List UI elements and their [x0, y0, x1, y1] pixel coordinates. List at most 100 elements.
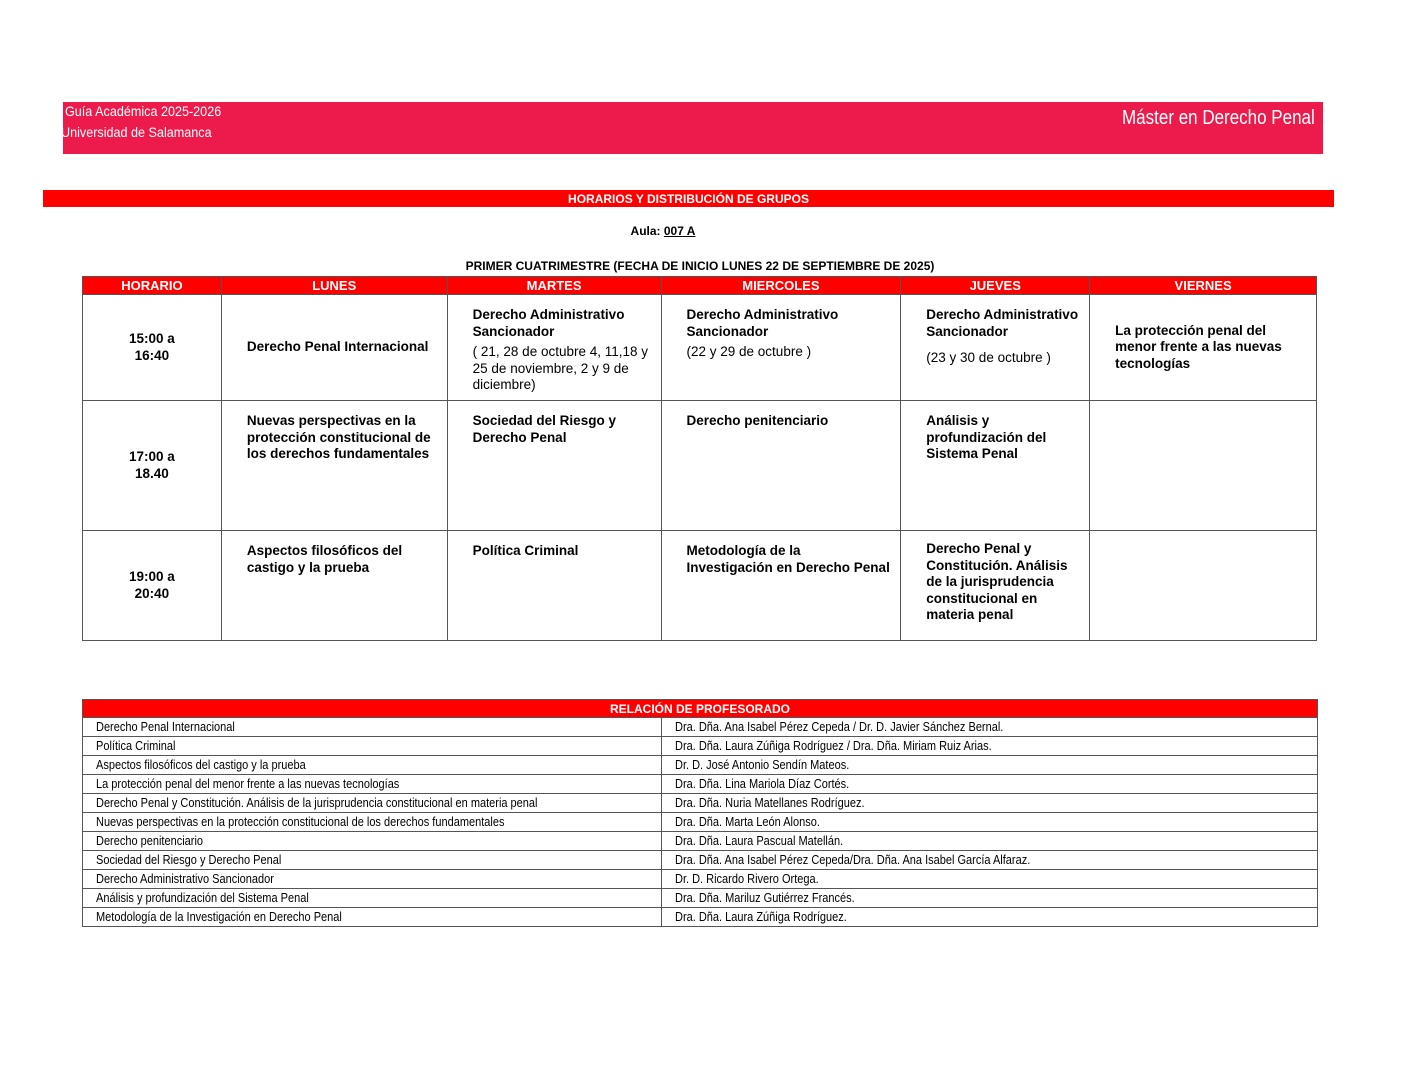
professor: Dra. Dña. Nuria Matellanes Rodríguez. — [674, 795, 865, 810]
subject: Política Criminal — [96, 738, 176, 753]
aula-label: Aula: — [630, 224, 661, 238]
column-header: VIERNES — [1089, 276, 1317, 295]
class-cell: Derecho penitenciario — [660, 400, 902, 531]
subject-cell: Análisis y profundización del Sistema Pe… — [82, 888, 662, 908]
aula-value: 007 A — [663, 224, 696, 238]
subject-cell: Sociedad del Riesgo y Derecho Penal — [82, 850, 662, 870]
faculty-row: Sociedad del Riesgo y Derecho Penal Dra. … — [82, 850, 1319, 870]
time-start: 15:00 a — [129, 331, 175, 346]
time-end: 18.40 — [135, 465, 169, 481]
schedule-row: 19:00 a 20:40 Aspectos filosóficos del cas… — [82, 530, 1317, 641]
schedule-table: HORARIO LUNES MARTES MIERCOLES JUEVES VIERNES… — [82, 276, 1317, 641]
program-name: Máster en Derecho Penal — [1122, 107, 1315, 129]
semester-title: PRIMER CUATRIMESTRE (FECHA DE INICIO LUN… — [465, 259, 935, 273]
professor: Dra. Dña. Ana Isabel Pérez Cepeda/Dra. D… — [674, 852, 1031, 867]
faculty-row: La protección penal del menor frente a l… — [82, 774, 1319, 794]
guide-title: Guía Académica 2025-2026 — [65, 103, 222, 119]
schedule-row: 15:00 a 16:40 Derecho Penal Internacional D… — [82, 294, 1317, 401]
class-cell: Análisis y profundización del Sistema Pe… — [900, 400, 1091, 531]
subject: La protección penal del menor frente a l… — [96, 776, 400, 791]
class-cell: Derecho Administrativo Sancionador (23 y … — [900, 294, 1091, 401]
class-cell: Aspectos filosóficos del castigo y la pr… — [220, 530, 448, 641]
class-cell: Metodología de la Investigación en Derec… — [660, 530, 902, 641]
course-dates: (22 y 29 de octubre ) — [686, 344, 812, 359]
professor: Dra. Dña. Laura Pascual Matellán. — [674, 833, 843, 848]
faculty-row: Análisis y profundización del Sistema Pe… — [82, 888, 1319, 908]
column-header: MARTES — [446, 276, 662, 295]
university-name: Universidad de Salamanca — [61, 124, 212, 140]
professor-cell: Dra. Dña. Ana Isabel Pérez Cepeda / Dr. … — [660, 717, 1319, 737]
subject: Aspectos filosóficos del castigo y la pr… — [96, 757, 306, 772]
professor-cell: Dra. Dña. Mariluz Gutiérrez Francés. — [660, 888, 1319, 908]
subject-cell: Derecho Penal y Constitución. Análisis d… — [82, 793, 662, 813]
faculty-row: Política Criminal Dra. Dña. Laura Zúñiga … — [82, 736, 1319, 756]
faculty-row: Nuevas perspectivas en la protección con… — [82, 812, 1319, 832]
class-cell: La protección penal del menor frente a l… — [1089, 294, 1317, 401]
subject-cell: Política Criminal — [82, 736, 662, 756]
subject: Derecho Penal Internacional — [96, 719, 235, 734]
time-slot: 19:00 a 20:40 — [82, 530, 222, 641]
course-title: Derecho Administrativo Sancionador — [686, 307, 839, 339]
faculty-row: Derecho penitenciario Dra. Dña. Laura Pas… — [82, 831, 1319, 851]
course-title: Nuevas perspectivas en la protección con… — [246, 413, 431, 461]
course-title: Derecho Administrativo Sancionador — [472, 307, 625, 339]
professor-cell: Dra. Dña. Ana Isabel Pérez Cepeda/Dra. D… — [660, 850, 1319, 870]
class-cell — [1089, 400, 1317, 531]
professor-cell: Dra. Dña. Nuria Matellanes Rodríguez. — [660, 793, 1319, 813]
time-start: 19:00 a — [129, 569, 175, 584]
course-title: Sociedad del Riesgo y Derecho Penal — [472, 413, 616, 445]
professor-cell: Dra. Dña. Laura Pascual Matellán. — [660, 831, 1319, 851]
class-cell — [1089, 530, 1317, 641]
class-cell: Derecho Penal Internacional — [220, 294, 448, 401]
faculty-row: Derecho Administrativo Sancionador Dr. D.… — [82, 869, 1319, 889]
course-title: Análisis y profundización del Sistema Pe… — [926, 413, 1047, 461]
faculty-row: Aspectos filosóficos del castigo y la pr… — [82, 755, 1319, 775]
classroom: Aula: 007 A — [0, 224, 1326, 238]
section-title: HORARIOS Y DISTRIBUCIÓN DE GRUPOS — [43, 190, 1334, 207]
subject: Derecho penitenciario — [96, 833, 204, 848]
faculty-title: RELACIÓN DE PROFESORADO — [82, 699, 1318, 718]
course-title: Política Criminal — [472, 543, 579, 558]
course-title: Metodología de la Investigación en Derec… — [686, 543, 890, 575]
column-header: MIERCOLES — [660, 276, 902, 295]
faculty-table: RELACIÓN DE PROFESORADO Derecho Penal In… — [82, 699, 1319, 927]
professor: Dra. Dña. Ana Isabel Pérez Cepeda / Dr. … — [674, 719, 1004, 734]
class-cell: Derecho Administrativo Sancionador ( 21, … — [446, 294, 662, 401]
column-header: HORARIO — [82, 276, 222, 295]
subject-cell: Nuevas perspectivas en la protección con… — [82, 812, 662, 832]
subject: Sociedad del Riesgo y Derecho Penal — [96, 852, 282, 867]
subject-cell: La protección penal del menor frente a l… — [82, 774, 662, 794]
subject: Nuevas perspectivas en la protección con… — [96, 814, 505, 829]
subject-cell: Metodología de la Investigación en Derec… — [82, 907, 662, 927]
subject: Derecho Administrativo Sancionador — [96, 871, 274, 886]
course-dates: ( 21, 28 de octubre 4, 11,18 y 25 de nov… — [472, 344, 649, 392]
professor-cell: Dr. D. Ricardo Rivero Ortega. — [660, 869, 1319, 889]
column-header: LUNES — [220, 276, 448, 295]
professor: Dra. Dña. Laura Zúñiga Rodríguez. — [674, 909, 847, 924]
time-end: 20:40 — [134, 585, 170, 601]
subject-cell: Derecho penitenciario — [82, 831, 662, 851]
course-dates: (23 y 30 de octubre ) — [926, 350, 1051, 365]
column-header: JUEVES — [900, 276, 1091, 295]
faculty-row: Derecho Penal y Constitución. Análisis d… — [82, 793, 1319, 813]
subject: Metodología de la Investigación en Derec… — [96, 909, 342, 924]
course-title: La protección penal del menor frente a l… — [1115, 322, 1282, 371]
subject-cell: Derecho Administrativo Sancionador — [82, 869, 662, 889]
professor-cell: Dra. Dña. Laura Zúñiga Rodríguez / Dra. … — [660, 736, 1319, 756]
professor-cell: Dr. D. José Antonio Sendín Mateos. — [660, 755, 1319, 775]
professor-cell: Dra. Dña. Lina Mariola Díaz Cortés. — [660, 774, 1319, 794]
professor-cell: Dra. Dña. Marta León Alonso. — [660, 812, 1319, 832]
time-start: 17:00 a — [129, 449, 175, 464]
course-title: Derecho penitenciario — [686, 413, 829, 428]
subject-cell: Aspectos filosóficos del castigo y la pr… — [82, 755, 662, 775]
class-cell: Nuevas perspectivas en la protección con… — [220, 400, 448, 531]
time-end: 16:40 — [134, 347, 170, 363]
course-title: Derecho Penal Internacional — [246, 339, 429, 355]
professor: Dr. D. José Antonio Sendín Mateos. — [674, 757, 850, 772]
subject: Análisis y profundización del Sistema Pe… — [96, 890, 309, 905]
professor: Dra. Dña. Laura Zúñiga Rodríguez / Dra. … — [674, 738, 992, 753]
professor: Dra. Dña. Lina Mariola Díaz Cortés. — [674, 776, 850, 791]
course-title: Derecho Penal y Constitución. Análisis d… — [926, 541, 1068, 622]
schedule-row: 17:00 a 18.40 Nuevas perspectivas en la pr… — [82, 400, 1317, 531]
professor: Dr. D. Ricardo Rivero Ortega. — [674, 871, 819, 886]
